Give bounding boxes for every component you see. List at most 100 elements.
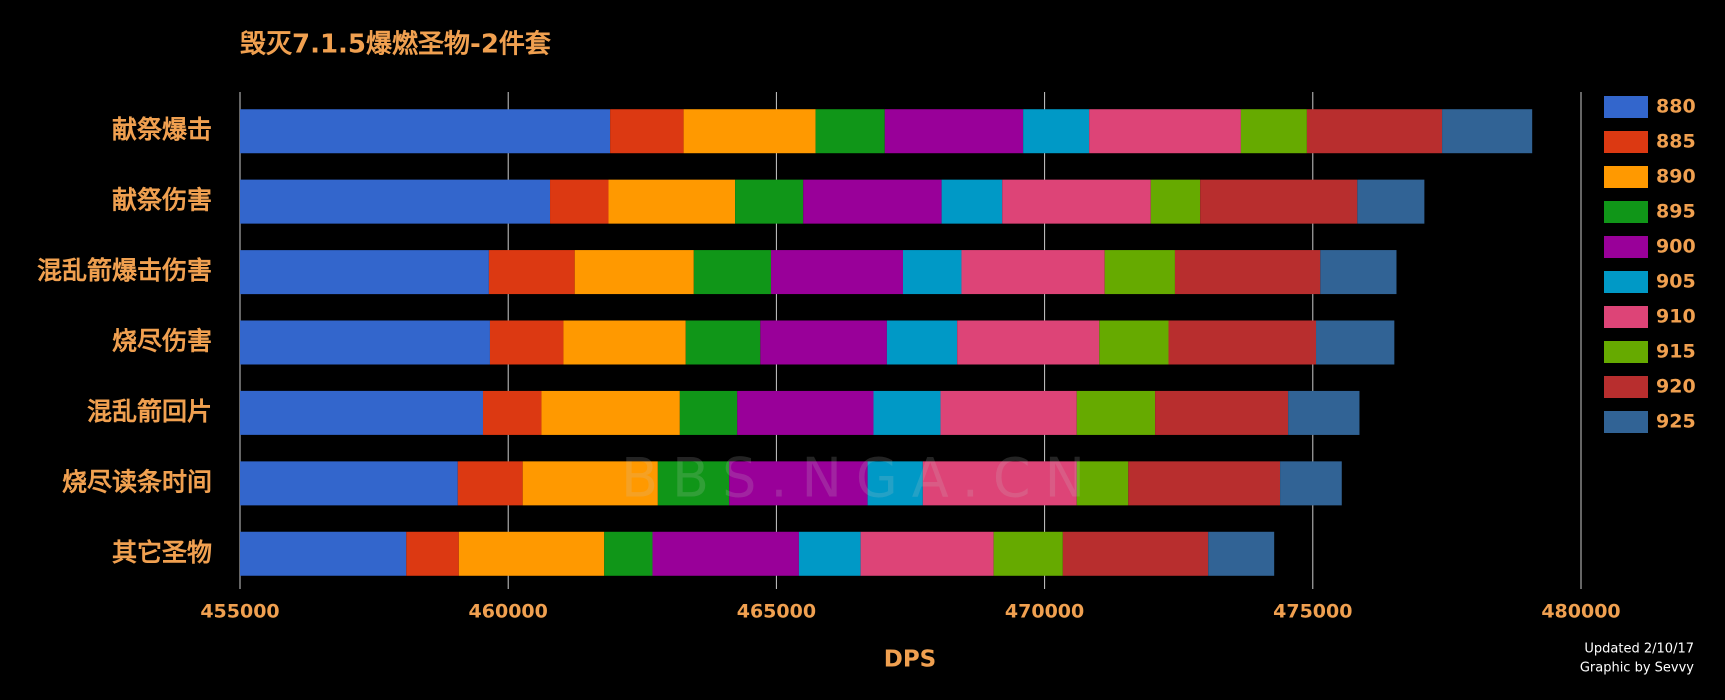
bar-segment xyxy=(940,390,1077,435)
legend-swatch xyxy=(1604,341,1648,363)
bar-segment xyxy=(1320,250,1397,295)
bar-segment xyxy=(1240,109,1307,154)
legend-swatch xyxy=(1604,236,1648,258)
bar-segment xyxy=(803,179,942,224)
x-tick-label: 475000 xyxy=(1273,601,1352,623)
bar-segment xyxy=(240,179,551,224)
legend-label: 880 xyxy=(1656,96,1696,118)
bar-segment xyxy=(860,531,994,576)
watermark: BBS.NGA.CN xyxy=(621,447,1099,510)
bar-segment xyxy=(1306,109,1443,154)
bar-segment xyxy=(604,531,653,576)
bar-segment xyxy=(886,320,958,365)
legend-swatch xyxy=(1604,201,1648,223)
annotation: Updated 2/10/17 xyxy=(1584,642,1694,657)
bar-segment xyxy=(1002,179,1151,224)
bar-segment xyxy=(685,320,761,365)
bar-segment xyxy=(993,531,1063,576)
bar-segment xyxy=(652,531,799,576)
bar-segment xyxy=(679,390,738,435)
y-tick-label: 烧尽读条时间 xyxy=(62,467,212,496)
bar-segment xyxy=(657,461,730,506)
bar-segment xyxy=(1104,250,1175,295)
bar-segment xyxy=(1155,390,1289,435)
bar-segment xyxy=(240,250,489,295)
x-tick-label: 460000 xyxy=(469,601,548,623)
bar-segment xyxy=(1076,390,1156,435)
bar-segment xyxy=(941,179,1003,224)
legend-label: 890 xyxy=(1656,166,1696,188)
legend-swatch xyxy=(1604,166,1648,188)
chart-title: 毁灭7.1.5爆燃圣物-2件套 xyxy=(240,30,552,60)
legend-swatch xyxy=(1604,376,1648,398)
legend-swatch xyxy=(1604,306,1648,328)
bar-segment xyxy=(240,109,611,154)
legend-swatch xyxy=(1604,131,1648,153)
x-tick-label: 465000 xyxy=(737,601,816,623)
legend-label: 885 xyxy=(1656,131,1696,153)
bar-segment xyxy=(735,179,804,224)
legend-label: 910 xyxy=(1656,306,1696,328)
y-tick-label: 献祭爆击 xyxy=(112,115,212,144)
bar-segment xyxy=(482,390,542,435)
bar-segment xyxy=(922,461,1077,506)
legend-label: 915 xyxy=(1656,341,1696,363)
bar-segment xyxy=(541,390,680,435)
bar-segment xyxy=(884,109,1024,154)
bar-segment xyxy=(563,320,686,365)
bar-segment xyxy=(1200,179,1358,224)
bar-segment xyxy=(1150,179,1201,224)
bar-segment xyxy=(406,531,459,576)
bar-segment xyxy=(693,250,772,295)
bar-segment xyxy=(610,109,684,154)
overlay: BBS.NGA.CN xyxy=(621,447,1099,510)
y-tick-label: 混乱箭爆击伤害 xyxy=(37,256,212,285)
bar-segment xyxy=(1208,531,1275,576)
bar-segment xyxy=(1168,320,1317,365)
x-tick-label: 480000 xyxy=(1541,601,1620,623)
bar-segment xyxy=(608,179,736,224)
bar-segment xyxy=(550,179,609,224)
bar-segment xyxy=(522,461,658,506)
legend-swatch xyxy=(1604,271,1648,293)
bar-segment xyxy=(729,461,868,506)
bar-segment xyxy=(1174,250,1321,295)
bar-segment xyxy=(737,390,874,435)
legend-label: 920 xyxy=(1656,376,1696,398)
bar-segment xyxy=(1099,320,1169,365)
bar-segment xyxy=(458,531,605,576)
bar-segment xyxy=(240,320,490,365)
legend-label: 900 xyxy=(1656,236,1696,258)
bar-segment xyxy=(1089,109,1241,154)
bar-segment xyxy=(873,390,941,435)
bar-segment xyxy=(1076,461,1129,506)
bar-segment xyxy=(240,531,407,576)
bar-segment xyxy=(240,390,483,435)
bar-segment xyxy=(457,461,523,506)
bar-segment xyxy=(1357,179,1425,224)
bar-segment xyxy=(1288,390,1360,435)
bar-segment xyxy=(760,320,887,365)
bar-segment xyxy=(240,461,458,506)
bar-segment xyxy=(961,250,1105,295)
bar-segment xyxy=(683,109,816,154)
bar-segment xyxy=(1023,109,1090,154)
bar-segment xyxy=(1062,531,1209,576)
x-axis-label: DPS xyxy=(884,647,937,673)
bar-segment xyxy=(815,109,885,154)
bar-segment xyxy=(1280,461,1342,506)
annotation: Graphic by Sevvy xyxy=(1580,661,1694,676)
bar-segment xyxy=(1442,109,1533,154)
x-tick-label: 470000 xyxy=(1005,601,1084,623)
bar-segment xyxy=(574,250,694,295)
bar-segment xyxy=(798,531,861,576)
bar-segment xyxy=(489,320,564,365)
legend-label: 905 xyxy=(1656,271,1696,293)
y-tick-label: 其它圣物 xyxy=(112,538,212,567)
legend-swatch xyxy=(1604,411,1648,433)
bars xyxy=(240,109,1533,576)
y-tick-label: 献祭伤害 xyxy=(112,186,212,215)
y-tick-label: 混乱箭回片 xyxy=(87,397,212,426)
bar-segment xyxy=(902,250,962,295)
